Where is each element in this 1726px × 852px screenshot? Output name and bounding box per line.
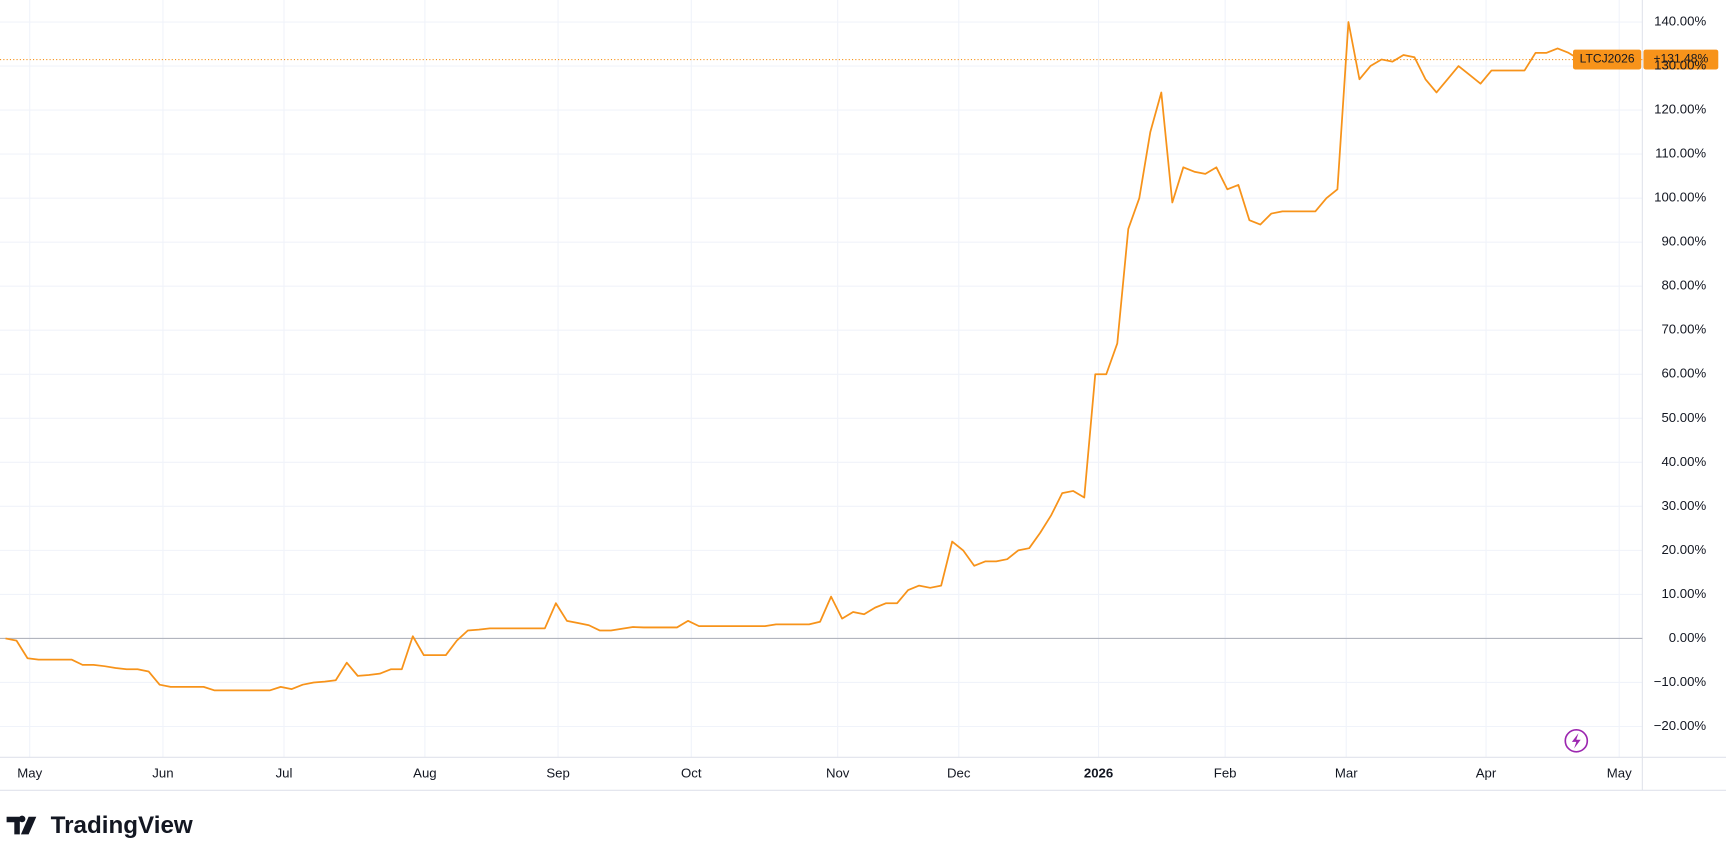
- y-tick-label: −20.00%: [1654, 718, 1707, 733]
- x-tick-label: Nov: [826, 765, 850, 780]
- y-tick-label: 60.00%: [1661, 366, 1706, 381]
- y-tick-label: 30.00%: [1661, 498, 1706, 513]
- y-tick-label: 90.00%: [1661, 234, 1706, 249]
- y-tick-label: 70.00%: [1661, 322, 1706, 337]
- series-tag: LTCJ2026: [1580, 52, 1635, 66]
- x-tick-label: Apr: [1476, 765, 1497, 780]
- x-tick-label: Dec: [947, 765, 971, 780]
- x-tick-label: May: [1607, 765, 1632, 780]
- series-tag-bg: [1572, 49, 1642, 70]
- last-value-label: +131.48%: [1653, 52, 1708, 66]
- logo: [6, 815, 37, 835]
- lightning-icon: [1564, 728, 1589, 753]
- y-tick-label: 40.00%: [1661, 454, 1706, 469]
- y-tick-label: 130.00%: [1654, 58, 1706, 73]
- y-tick-label: 50.00%: [1661, 410, 1706, 425]
- x-tick-label: 2026: [1084, 765, 1113, 780]
- x-tick-label: Feb: [1214, 765, 1237, 780]
- x-tick-label: Sep: [546, 765, 569, 780]
- y-tick-label: 120.00%: [1654, 102, 1706, 117]
- x-tick-label: Mar: [1335, 765, 1358, 780]
- y-tick-label: 80.00%: [1661, 278, 1706, 293]
- brand-name: TradingView: [51, 812, 193, 839]
- y-tick-label: 140.00%: [1654, 14, 1706, 29]
- series-line: [5, 21, 1581, 692]
- x-tick-label: Jun: [152, 765, 173, 780]
- plot: LTCJ2026 +131.48%: [0, 21, 1719, 692]
- y-tick-label: 100.00%: [1654, 190, 1706, 205]
- x-tick-label: Oct: [681, 765, 702, 780]
- y-tick-label: 110.00%: [1655, 146, 1706, 161]
- x-tick-label: May: [17, 765, 42, 780]
- y-tick-label: −10.00%: [1654, 674, 1707, 689]
- last-value-tag-bg: [1643, 49, 1719, 70]
- x-tick-label: Aug: [413, 765, 436, 780]
- x-tick-label: Jul: [276, 765, 293, 780]
- y-tick-label: 0.00%: [1669, 630, 1707, 645]
- grid: [0, 0, 1643, 758]
- y-tick-label: 20.00%: [1661, 542, 1706, 557]
- y-tick-label: 10.00%: [1661, 586, 1706, 601]
